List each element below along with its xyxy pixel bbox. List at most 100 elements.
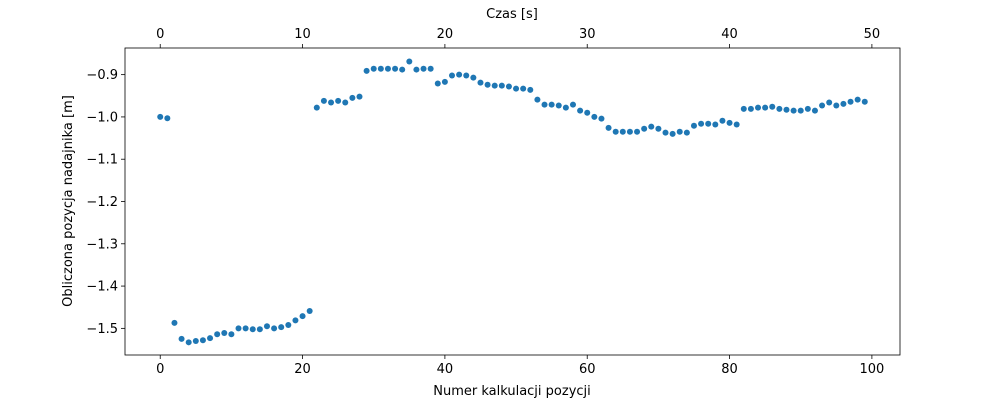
point — [434, 80, 441, 87]
point — [797, 107, 804, 114]
point — [306, 308, 313, 315]
y-tick-label: −1.2 — [86, 195, 118, 210]
point — [811, 107, 818, 114]
point — [328, 99, 335, 106]
point — [641, 125, 648, 132]
point — [655, 125, 662, 132]
point — [207, 335, 214, 342]
point — [840, 100, 847, 107]
point — [178, 335, 185, 342]
point — [157, 113, 164, 120]
top-tick-label: 50 — [864, 27, 881, 42]
y-axis-label: Obliczona pozycja nadajnika [m] — [61, 95, 76, 307]
point — [221, 330, 228, 337]
top-tick-label: 40 — [721, 27, 738, 42]
x-tick-label: 100 — [859, 362, 884, 377]
point — [427, 65, 434, 72]
point — [648, 123, 655, 130]
point — [555, 102, 562, 109]
point — [441, 78, 448, 85]
point — [484, 81, 491, 88]
point — [249, 326, 256, 333]
point — [513, 85, 520, 92]
point — [662, 129, 669, 136]
point — [712, 121, 719, 128]
point — [463, 72, 470, 79]
point — [769, 103, 776, 110]
point — [192, 338, 199, 345]
point — [235, 325, 242, 332]
point — [819, 102, 826, 109]
point — [861, 98, 868, 105]
point — [228, 331, 235, 338]
point — [762, 104, 769, 111]
point — [612, 128, 619, 135]
top-axis-label: Czas [s] — [486, 7, 538, 22]
point — [790, 107, 797, 114]
point — [776, 105, 783, 112]
point — [520, 85, 527, 92]
point — [847, 98, 854, 105]
point — [342, 99, 349, 106]
y-tick-label: −1.0 — [86, 110, 118, 125]
point — [726, 119, 733, 126]
point — [783, 106, 790, 113]
point — [363, 67, 370, 74]
point — [719, 117, 726, 124]
top-tick-label: 30 — [579, 27, 596, 42]
point — [271, 325, 278, 332]
point — [854, 96, 861, 103]
point — [498, 82, 505, 89]
point — [577, 107, 584, 114]
point — [406, 58, 413, 65]
point — [598, 115, 605, 122]
point — [740, 105, 747, 112]
point — [335, 97, 342, 104]
point — [392, 65, 399, 72]
point — [626, 128, 633, 135]
point — [683, 129, 690, 136]
point — [826, 99, 833, 106]
top-tick-label: 10 — [294, 27, 311, 42]
point — [698, 120, 705, 127]
point — [491, 82, 498, 89]
point — [449, 72, 456, 79]
point — [185, 339, 192, 346]
point — [584, 109, 591, 116]
point — [804, 105, 811, 112]
x-axis-label: Numer kalkulacji pozycji — [433, 384, 591, 399]
y-tick-label: −0.9 — [86, 68, 118, 83]
point — [755, 104, 762, 111]
point — [292, 317, 299, 324]
point — [456, 71, 463, 78]
point — [399, 66, 406, 73]
x-tick-label: 20 — [294, 362, 311, 377]
top-tick-label: 0 — [156, 27, 164, 42]
point — [320, 97, 327, 104]
point — [313, 104, 320, 111]
point — [285, 321, 292, 328]
point — [634, 128, 641, 135]
point — [733, 121, 740, 128]
point — [263, 323, 270, 330]
point — [548, 101, 555, 108]
x-tick-label: 60 — [579, 362, 596, 377]
point — [605, 124, 612, 131]
point — [505, 83, 512, 90]
point — [214, 331, 221, 338]
point — [477, 79, 484, 86]
point — [747, 105, 754, 112]
point — [199, 337, 206, 344]
point — [591, 113, 598, 120]
y-tick-label: −1.1 — [86, 153, 118, 168]
point — [384, 65, 391, 72]
point — [669, 130, 676, 137]
y-tick-label: −1.3 — [86, 237, 118, 252]
point — [413, 66, 420, 73]
top-tick-label: 20 — [437, 27, 454, 42]
point — [370, 65, 377, 72]
point — [833, 102, 840, 109]
point — [349, 94, 356, 101]
y-tick-label: −1.4 — [86, 280, 118, 295]
